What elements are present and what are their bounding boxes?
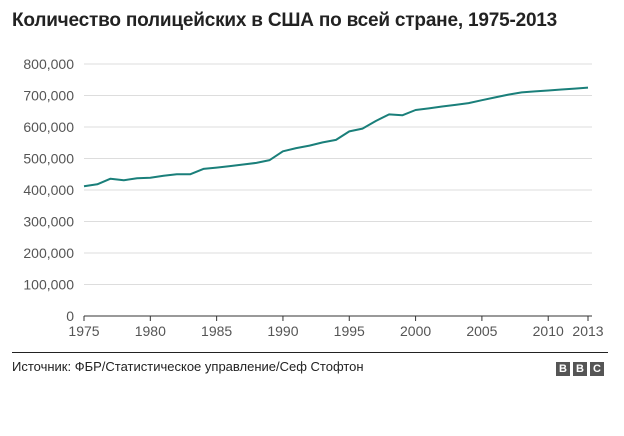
footer-divider [12,352,608,353]
y-axis-ticks: 0 100,000 200,000 300,000 400,000 500,000 600,… [23,56,74,324]
y-tick-label: 0 [66,308,74,324]
logo-letter: C [590,362,604,376]
y-tick-label: 500,000 [23,151,74,167]
y-tick-label: 700,000 [23,88,74,104]
x-tick-label: 1995 [334,323,365,339]
y-tick-label: 300,000 [23,214,74,230]
x-tick-label: 1975 [68,323,99,339]
y-tick-label: 100,000 [23,277,74,293]
logo-letter: B [556,362,570,376]
bbc-logo: B B C [556,362,604,376]
series-line [83,86,589,188]
x-tick-label: 1985 [201,323,232,339]
y-tick-label: 800,000 [23,56,74,72]
y-tick-label: 600,000 [23,119,74,135]
x-tick-label: 2005 [466,323,497,339]
x-tick-label: 2000 [400,323,431,339]
gridlines [84,63,592,317]
x-tick-label: 2010 [533,323,564,339]
line-chart: 0 100,000 200,000 300,000 400,000 500,000 600,… [23,56,604,339]
source-note: Источник: ФБР/Статистическое управление/… [12,359,364,374]
x-tick-label: 1980 [135,323,166,339]
x-axis-ticks: 1975 1980 1985 1990 1995 2000 2005 2010 2013 [68,316,604,339]
y-tick-label: 200,000 [23,245,74,261]
x-tick-label: 1990 [267,323,298,339]
series-lines [83,86,589,188]
x-tick-label: 2013 [572,323,603,339]
logo-letter: B [573,362,587,376]
chart-title: Количество полицейских в США по всей стр… [12,10,558,31]
y-tick-label: 400,000 [23,182,74,198]
